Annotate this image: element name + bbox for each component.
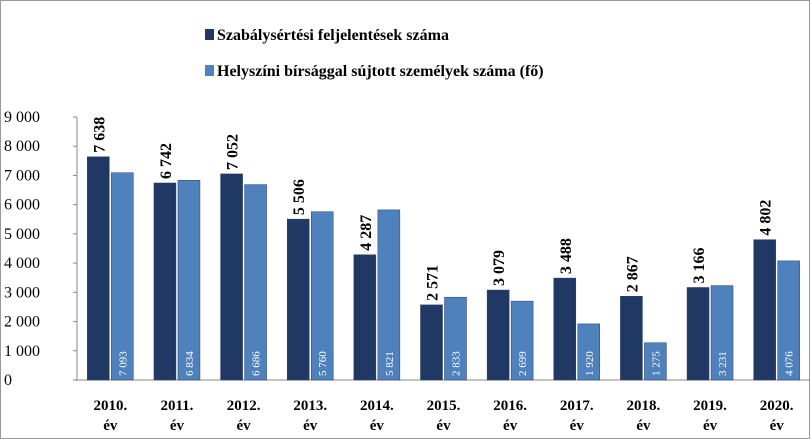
legend-label: Szabálysértési feljelentések száma [217,27,449,44]
x-tick-label: 2013. év [288,396,332,436]
y-tick-label: 6 000 [4,197,40,214]
y-tick-label: 1 000 [4,343,40,360]
bar [287,219,309,380]
x-tick-label: 2010. év [88,396,132,436]
bar [178,180,200,380]
x-tick-label: 2011. év [155,396,199,436]
x-tick-label: 2017. év [555,396,599,436]
legend-marker [205,29,214,40]
y-tick-label: 8 000 [4,138,40,155]
x-tick-label: 2020. év [755,396,799,436]
x-tick-label: 2014. év [355,396,399,436]
y-tick-label: 7 000 [4,167,40,184]
bar [687,287,709,380]
data-label: 1 275 [650,351,662,376]
x-tick-label: 2019. év [688,396,732,436]
bar [221,174,243,380]
data-label: 6 742 [158,143,175,179]
data-label: 6 834 [184,351,196,376]
y-tick-label: 4 000 [4,255,40,272]
data-label: 3 166 [691,247,708,283]
bar [421,305,443,380]
data-label: 7 052 [225,134,242,170]
bar [554,278,576,380]
data-label: 4 287 [358,215,375,251]
data-label: 7 093 [117,351,129,376]
data-label: 6 686 [251,351,263,376]
bar [87,157,109,380]
bar [154,183,176,380]
data-label: 1 920 [584,351,596,376]
y-tick-label: 5 000 [4,226,40,243]
data-label: 4 802 [758,200,775,236]
legend-marker [205,65,214,76]
y-tick-label: 2 000 [4,314,40,331]
data-label: 2 699 [517,351,529,376]
data-label: 3 488 [558,238,575,274]
bar [354,255,376,380]
y-tick-label: 9 000 [4,109,40,126]
data-label: 2 833 [451,351,463,376]
data-label: 2 867 [624,256,641,292]
data-label: 4 076 [784,351,796,376]
bar [620,296,642,380]
data-label: 5 506 [291,179,308,215]
data-label: 5 760 [317,351,329,376]
chart-container: 0 1 000 2 000 3 000 4 000 5 000 6 000 7 000 8 00… [0,0,810,439]
y-tick-label: 3 000 [4,284,40,301]
bar [487,290,509,380]
x-tick-label: 2015. év [422,396,466,436]
legend-label: Helyszíni bírsággal sújtott személyek sz… [217,63,544,80]
bar [111,173,133,380]
x-tick-label: 2018. év [621,396,665,436]
chart: 0 1 000 2 000 3 000 4 000 5 000 6 000 7 000 8 00… [0,0,810,439]
data-label: 3 231 [717,351,729,376]
data-label: 5 821 [384,351,396,376]
data-label: 3 079 [491,250,508,286]
data-label: 2 571 [425,265,442,301]
data-label: 7 638 [91,117,108,153]
x-tick-label: 2016. év [488,396,532,436]
bar [245,185,267,380]
x-tick-label: 2012. év [222,396,266,436]
bar [754,240,776,380]
y-tick-label: 0 [4,372,12,389]
